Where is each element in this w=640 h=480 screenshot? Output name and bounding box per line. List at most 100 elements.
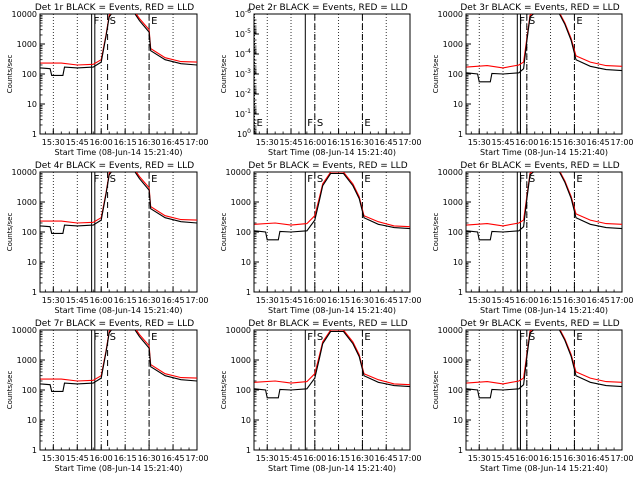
lld-rate-line [466,330,622,385]
event-marker-label: E [364,332,370,343]
y-tick-label: 1 [32,288,37,297]
y-tick-label: 10000 [438,326,463,335]
x-axis-title: Start Time (08-Jun-14 15:21:40) [480,306,608,315]
x-tick-label: 16:00 [515,296,538,305]
y-tick-label: 10000 [438,168,463,177]
y-tick-label: 1 [458,446,463,455]
y-tick-label: 10 [453,100,463,109]
x-tick-label: 16:00 [303,138,326,147]
x-tick-label: 16:45 [162,296,185,305]
x-tick-label: 16:45 [162,138,185,147]
x-tick-label: 16:15 [114,138,137,147]
event-marker-label: E [364,118,370,129]
event-marker-label: E [576,174,582,185]
panel-title: Det 7r BLACK = Events, RED = LLD [35,319,194,329]
events-rate-line [466,14,622,83]
event-marker-label: S [529,174,535,185]
x-tick-label: 16:30 [138,296,161,305]
x-tick-label: 16:00 [90,296,113,305]
x-tick-label: 15:30 [468,138,491,147]
events-rate-line [466,330,622,399]
series-group [466,14,622,83]
y-tick-label: 10-4 [235,48,251,59]
y-tick-label: 1000 [17,40,37,49]
y-tick-label: 10-3 [235,68,251,79]
panel-title: Det 4r BLACK = Events, RED = LLD [35,161,194,171]
y-axis-title: Counts/sec [432,371,440,410]
y-tick-label: 1000 [17,198,37,207]
y-tick-label: 100 [22,386,37,395]
x-tick-label: 15:45 [279,296,302,305]
x-tick-label: 16:15 [539,296,562,305]
panel-det-2: Det 2r BLACK = Events, RED = LLD 15:30 15:… [220,3,422,157]
series-group [40,330,197,392]
event-marker-label: F [94,332,100,343]
event-marker-label: E [151,174,157,185]
y-tick-label: 100 [448,386,463,395]
x-tick-label: 16:45 [587,454,610,463]
lld-rate-line [254,330,410,386]
panel-det-1: Det 1r BLACK = Events, RED = LLD 15:30 15:… [6,3,209,157]
y-axis-title: Counts/sec [432,213,440,252]
x-tick-label: 15:45 [279,138,302,147]
x-tick-label: 15:30 [42,454,65,463]
panel-title: Det 8r BLACK = Events, RED = LLD [248,319,407,329]
x-axis-title: Start Time (08-Jun-14 15:21:40) [55,306,183,315]
y-tick-label: 1000 [17,356,37,365]
x-axis-title: Start Time (08-Jun-14 15:21:40) [480,464,608,473]
events-rate-line [254,330,410,399]
x-tick-label: 15:45 [66,454,89,463]
x-tick-label: 17:00 [610,454,633,463]
x-tick-label: 17:00 [610,296,633,305]
y-tick-label: 10000 [12,10,37,19]
y-tick-label: 1000 [443,40,463,49]
x-tick-label: 16:45 [375,138,398,147]
y-tick-label: 10-5 [235,28,251,39]
x-tick-label: 16:30 [351,454,374,463]
x-tick-label: 17:00 [398,454,421,463]
events-rate-line [40,172,197,234]
event-marker-label: F [94,174,100,185]
y-tick-label: 10-6 [235,8,251,19]
x-tick-label: 16:30 [138,138,161,147]
y-tick-label: 1000 [231,356,251,365]
event-marker-label: S [110,332,116,343]
lld-rate-line [466,172,622,227]
panel-title: Det 2r BLACK = Events, RED = LLD [248,3,407,13]
x-tick-label: 16:00 [90,454,113,463]
x-tick-label: 16:15 [114,454,137,463]
x-tick-label: 17:00 [185,296,208,305]
event-marker-label: F [94,16,100,27]
lld-rate-line [254,172,410,228]
y-tick-label: 10 [241,258,251,267]
x-tick-label: 17:00 [185,138,208,147]
y-tick-label: 10-1 [235,108,251,119]
panel-det-9: Det 9r BLACK = Events, RED = LLD 15:30 15:… [432,319,634,473]
event-marker-label: S [529,16,535,27]
x-tick-label: 15:30 [256,296,279,305]
lld-rate-line [40,14,197,66]
x-tick-label: 15:45 [279,454,302,463]
series-group [254,330,410,399]
x-axis-title: Start Time (08-Jun-14 15:21:40) [268,464,396,473]
y-tick-label: 1 [458,130,463,139]
series-group [254,172,410,241]
event-marker-label: S [110,174,116,185]
panel-title: Det 1r BLACK = Events, RED = LLD [35,3,194,13]
y-tick-label: 10 [27,100,37,109]
event-marker-label: S [110,16,116,27]
y-axis-title: Counts/sec [6,55,14,94]
x-tick-label: 16:30 [138,454,161,463]
y-tick-label: 1 [458,288,463,297]
y-tick-label: 10 [453,258,463,267]
series-group [466,330,622,399]
y-axis-title: Counts/sec [6,371,14,410]
y-tick-label: 1000 [231,198,251,207]
event-marker-label: E [257,118,263,129]
panel-det-7: Det 7r BLACK = Events, RED = LLD 15:30 15:… [6,319,209,473]
x-tick-label: 16:15 [327,138,350,147]
x-tick-label: 16:30 [351,138,374,147]
x-tick-label: 16:45 [162,454,185,463]
x-tick-label: 15:45 [491,138,514,147]
